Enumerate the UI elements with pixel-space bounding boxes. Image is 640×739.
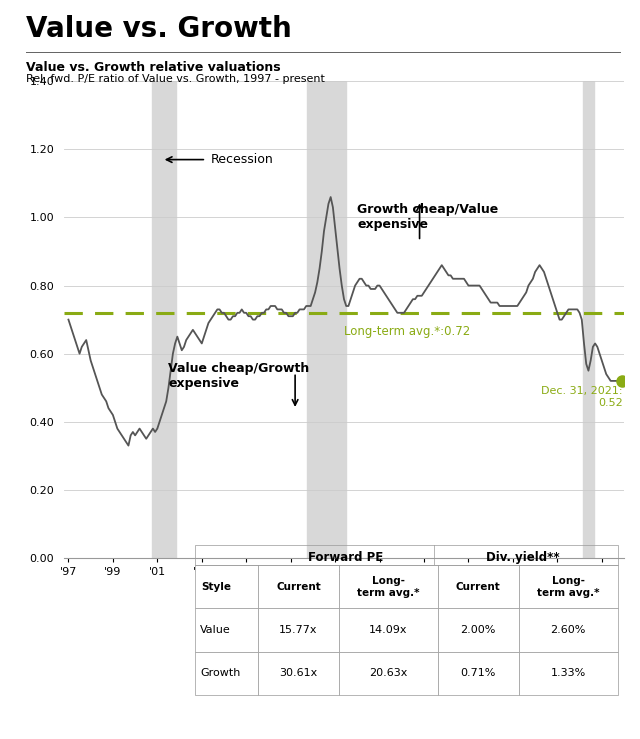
Text: Rel. fwd. P/E ratio of Value vs. Growth, 1997 - present: Rel. fwd. P/E ratio of Value vs. Growth,… bbox=[26, 74, 324, 84]
Text: Value vs. Growth relative valuations: Value vs. Growth relative valuations bbox=[26, 61, 280, 74]
Text: Value cheap/Growth
expensive: Value cheap/Growth expensive bbox=[168, 362, 310, 389]
Text: Dec. 31, 2021:
0.52: Dec. 31, 2021: 0.52 bbox=[541, 386, 623, 408]
Bar bbox=[583, 81, 595, 558]
Text: Value vs. Growth: Value vs. Growth bbox=[26, 15, 291, 43]
Text: Div. yield**: Div. yield** bbox=[486, 551, 559, 564]
Text: Recession: Recession bbox=[211, 153, 273, 166]
Bar bbox=[307, 81, 346, 558]
Bar bbox=[152, 81, 176, 558]
Text: Growth cheap/Value
expensive: Growth cheap/Value expensive bbox=[357, 203, 499, 231]
Text: Long-term avg.*:0.72: Long-term avg.*:0.72 bbox=[344, 324, 470, 338]
Text: Forward PE: Forward PE bbox=[308, 551, 383, 564]
